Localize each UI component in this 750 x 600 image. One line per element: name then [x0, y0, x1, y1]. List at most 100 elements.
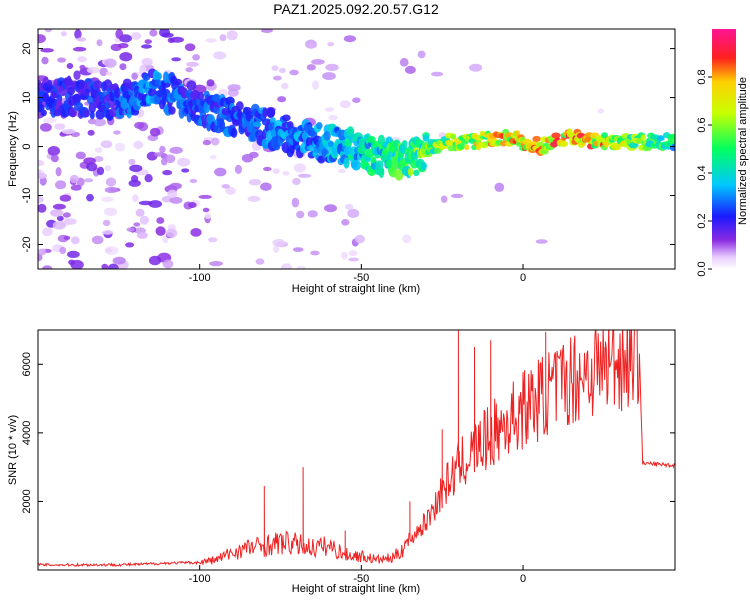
- top-y-tick-label: 20: [21, 42, 33, 54]
- ridge-cell: [281, 114, 291, 122]
- top-y-tick-label: -20: [21, 237, 33, 253]
- noise-cell: [40, 48, 54, 53]
- noise-cell: [296, 265, 306, 269]
- noise-cell: [41, 56, 49, 65]
- noise-cell: [347, 208, 360, 218]
- noise-cell: [204, 212, 212, 219]
- ridge-cell: [89, 111, 95, 120]
- noise-cell: [255, 258, 265, 265]
- noise-cell: [59, 194, 72, 202]
- noise-cell: [55, 180, 67, 190]
- x-axis-label-bottom: Height of straight line (km): [292, 583, 420, 595]
- ridge-cell: [316, 122, 323, 130]
- noise-cell: [101, 196, 114, 202]
- noise-cell: [341, 219, 350, 226]
- noise-cell: [149, 127, 161, 137]
- ridge-cell: [351, 159, 362, 171]
- noise-cell: [148, 200, 163, 208]
- plot-frame-top: [37, 28, 676, 270]
- noise-cell: [96, 166, 105, 176]
- noise-cell: [104, 186, 119, 194]
- bottom-x-tick-label: 0: [520, 573, 526, 585]
- ridge-cell: [230, 127, 238, 138]
- noise-cell: [209, 154, 217, 160]
- ridge-cell: [394, 169, 404, 181]
- noise-cell: [469, 63, 483, 72]
- snr-series-line: [38, 330, 675, 568]
- noise-cell: [164, 154, 176, 163]
- noise-cell: [135, 208, 145, 217]
- noise-cell: [293, 163, 307, 173]
- noise-cell: [64, 218, 77, 225]
- noise-cell: [94, 147, 103, 153]
- noise-cell: [202, 139, 212, 146]
- noise-cell: [59, 246, 67, 255]
- ridge-cell: [327, 140, 335, 148]
- ridge-cell: [367, 135, 376, 144]
- noise-cell: [99, 67, 108, 77]
- ridge-cell: [148, 88, 157, 97]
- noise-cell: [52, 221, 66, 230]
- noise-cell: [144, 39, 152, 44]
- ridge-cell: [421, 162, 427, 170]
- noise-cell: [306, 43, 317, 49]
- noise-cell: [327, 42, 335, 47]
- top-y-tick-label: 0: [21, 143, 33, 149]
- noise-cell: [118, 43, 129, 49]
- y-axis-ticks-top: -20 -10 0 10 20: [21, 42, 675, 252]
- noise-cell: [451, 193, 464, 199]
- noise-cell: [281, 82, 289, 90]
- noise-cell: [169, 182, 182, 190]
- noise-cell: [186, 61, 199, 67]
- noise-cell: [139, 215, 149, 225]
- noise-cell: [141, 44, 152, 49]
- colorbar-tick-label: 0.2: [696, 213, 708, 228]
- noise-cell: [417, 50, 426, 59]
- ridge-cell: [67, 87, 75, 96]
- noise-cell: [77, 56, 87, 63]
- noise-cell: [209, 261, 224, 267]
- noise-cell: [307, 210, 318, 218]
- ridge-cell: [422, 134, 430, 142]
- x-axis-label-top: Height of straight line (km): [292, 283, 420, 295]
- noise-cell: [234, 164, 242, 174]
- noise-cell: [189, 178, 198, 184]
- noise-cell: [56, 215, 64, 221]
- noise-cell: [213, 51, 227, 60]
- noise-cell: [167, 189, 178, 198]
- noise-cell: [282, 171, 290, 176]
- noise-cell: [155, 226, 166, 236]
- colorbar-label: Normalized spectral amplitude: [737, 77, 749, 225]
- ridge-cell: [323, 131, 331, 141]
- ridge-cell: [551, 132, 561, 139]
- ridge-cell: [464, 144, 470, 151]
- colorbar-ticks: 0.0 0.2 0.4 0.6 0.8: [696, 69, 712, 277]
- ridge-cell: [456, 143, 466, 150]
- noise-cell: [139, 64, 147, 75]
- noise-cell: [324, 107, 335, 112]
- noise-cell: [292, 247, 304, 253]
- noise-cell: [119, 52, 133, 62]
- noise-cell: [153, 152, 166, 157]
- x-axis-ticks-bottom: -100 -50 0: [189, 565, 526, 585]
- ridge-cell: [173, 78, 183, 86]
- noise-cell: [38, 248, 47, 256]
- ridge-cell: [532, 135, 541, 142]
- ridge-cell: [601, 132, 608, 139]
- noise-cell: [51, 154, 59, 163]
- noise-cell: [72, 46, 87, 52]
- noise-cell: [341, 251, 348, 260]
- noise-cell: [44, 29, 53, 33]
- noise-cell: [103, 207, 118, 216]
- noise-cell: [114, 142, 126, 152]
- noise-cell: [57, 57, 66, 63]
- noise-cell: [192, 54, 201, 61]
- noise-cell: [219, 34, 227, 42]
- ridge-cell: [253, 121, 262, 128]
- plot-frame-bottom: [37, 329, 676, 571]
- ridge-cell: [378, 166, 385, 179]
- noise-cell: [104, 165, 111, 172]
- noise-cell: [310, 250, 320, 256]
- noise-cell: [83, 157, 96, 165]
